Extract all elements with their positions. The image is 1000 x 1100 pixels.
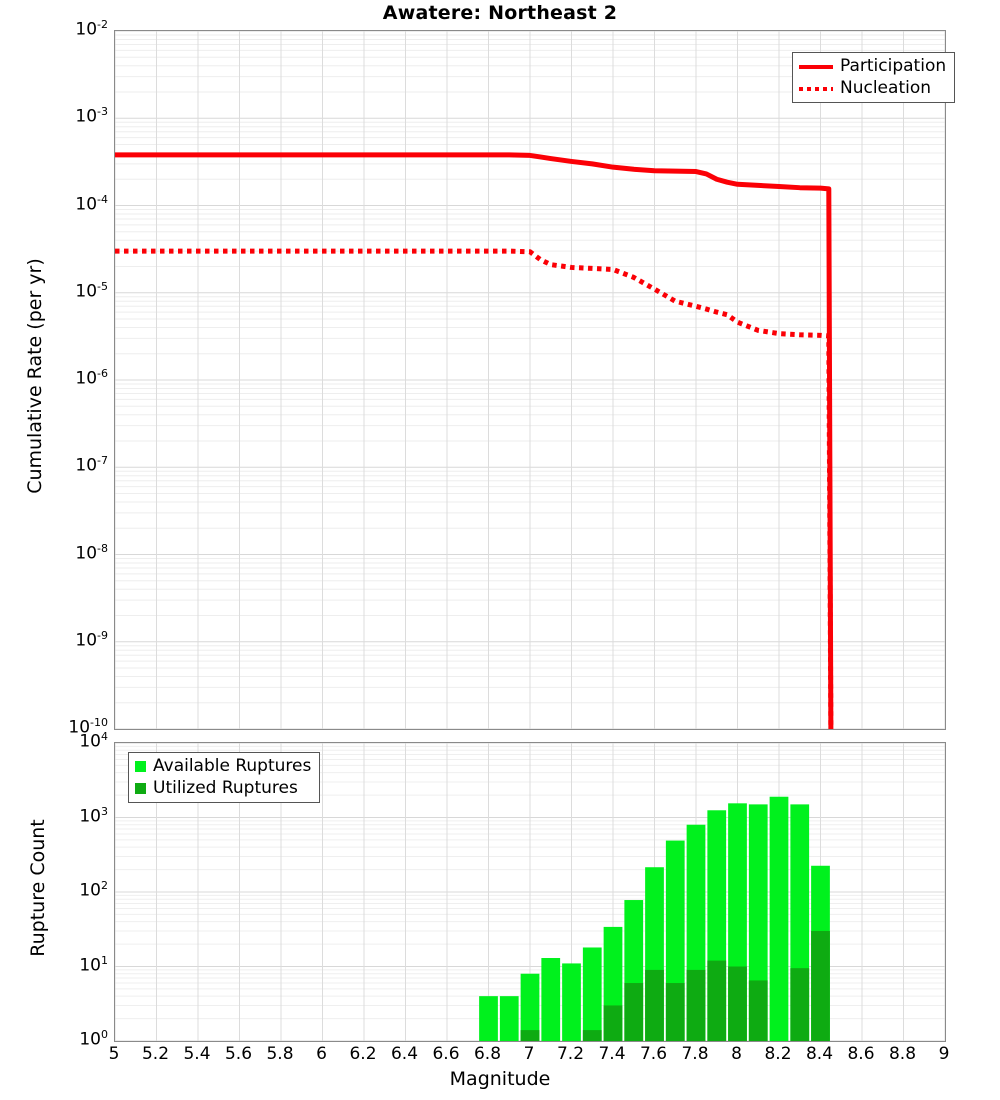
bottom-y-tick-exp-3: 1 <box>101 953 108 967</box>
bottom-y-tick-base-1: 10 <box>79 806 101 827</box>
bottom-y-tick-1: 103 <box>30 805 108 827</box>
x-tick-14: 7.8 <box>681 1044 709 1064</box>
x-axis-label: Magnitude <box>449 1068 551 1090</box>
top-y-tick-exp-7: -9 <box>97 628 108 642</box>
x-tick-12: 7.4 <box>598 1044 626 1064</box>
x-tick-16: 8.2 <box>764 1044 792 1064</box>
x-tick-3: 5.6 <box>224 1044 253 1064</box>
top-y-tick-8: 10-10 <box>30 716 108 738</box>
top-y-tick-exp-8: -10 <box>90 716 108 729</box>
bottom-y-tick-base-2: 10 <box>79 880 101 901</box>
top-y-tick-exp-1: -3 <box>97 105 108 119</box>
cumulative-rate-plot <box>114 30 946 730</box>
bottom-y-tick-3: 101 <box>30 954 108 976</box>
top-y-tick-6: 10-8 <box>30 542 108 564</box>
x-tick-17: 8.4 <box>805 1044 834 1064</box>
bottom-y-tick-base-0: 10 <box>79 731 101 752</box>
top-y-tick-exp-3: -5 <box>97 279 108 293</box>
available-ruptures-legend-label: Available Ruptures <box>153 756 312 776</box>
bottom-y-tick-exp-4: 0 <box>101 1028 108 1041</box>
top-y-tick-1: 10-3 <box>30 105 108 127</box>
nucleation-dotted-line-icon <box>799 86 833 91</box>
bottom-y-tick-2: 102 <box>30 879 108 901</box>
top-y-tick-base-3: 10 <box>75 281 98 302</box>
x-tick-20: 9 <box>938 1044 950 1064</box>
page-title: Awatere: Northeast 2 <box>382 2 618 24</box>
top-y-tick-exp-6: -8 <box>97 541 108 555</box>
x-tick-11: 7.2 <box>556 1044 585 1064</box>
rupture-count-svg <box>115 743 945 1041</box>
participation-line-icon <box>799 64 833 69</box>
participation-legend-label: Participation <box>840 56 947 76</box>
bottom-y-tick-4: 100 <box>30 1028 108 1050</box>
x-tick-13: 7.6 <box>639 1044 668 1064</box>
utilized-ruptures-legend-label: Utilized Ruptures <box>153 778 298 798</box>
top-y-tick-base-4: 10 <box>75 368 98 389</box>
nucleation-legend-label: Nucleation <box>840 78 932 98</box>
legend-item-participation: Participation <box>799 58 946 75</box>
x-tick-5: 6 <box>316 1044 327 1064</box>
x-tick-19: 8.8 <box>888 1044 917 1064</box>
top-y-tick-base-6: 10 <box>75 543 98 564</box>
x-tick-18: 8.6 <box>847 1044 875 1064</box>
legend-item-nucleation: Nucleation <box>799 80 946 97</box>
top-y-tick-base-2: 10 <box>75 194 98 215</box>
top-y-tick-7: 10-9 <box>30 629 108 651</box>
bottom-y-tick-exp-1: 3 <box>101 804 108 818</box>
top-y-tick-exp-2: -4 <box>97 192 108 206</box>
available-ruptures-swatch-icon <box>135 761 146 772</box>
x-tick-4: 5.8 <box>266 1044 294 1064</box>
top-y-tick-exp-0: -2 <box>97 18 108 31</box>
top-y-tick-base-1: 10 <box>75 106 98 127</box>
x-tick-9: 6.8 <box>473 1044 502 1064</box>
top-y-tick-base-8: 10 <box>68 717 91 738</box>
legend-item-utilized-ruptures: Utilized Ruptures <box>135 780 311 797</box>
x-tick-1: 5.2 <box>141 1044 170 1064</box>
top-y-tick-base-7: 10 <box>75 630 98 651</box>
legend-item-available-ruptures: Available Ruptures <box>135 758 311 775</box>
utilized-ruptures-swatch-icon <box>135 783 146 794</box>
top-y-tick-5: 10-7 <box>30 454 108 476</box>
x-tick-2: 5.4 <box>183 1044 211 1064</box>
top-y-tick-3: 10-5 <box>30 280 108 302</box>
top-y-tick-4: 10-6 <box>30 367 108 389</box>
bottom-y-tick-0: 104 <box>30 730 108 752</box>
bottom-y-tick-exp-0: 4 <box>101 730 108 743</box>
bottom-y-tick-base-3: 10 <box>79 955 101 976</box>
top-y-tick-base-0: 10 <box>75 19 98 40</box>
top-panel-legend: Participation Nucleation <box>792 52 956 103</box>
x-tick-8: 6.6 <box>432 1044 460 1064</box>
x-tick-10: 7 <box>523 1044 535 1064</box>
top-y-tick-2: 10-4 <box>30 193 108 215</box>
cumulative-rate-svg <box>115 31 945 729</box>
x-tick-6: 6.2 <box>349 1044 377 1064</box>
top-y-tick-exp-4: -6 <box>97 367 108 380</box>
bottom-y-tick-exp-2: 2 <box>101 879 108 892</box>
x-tick-7: 6.4 <box>390 1044 419 1064</box>
bottom-y-tick-base-4: 10 <box>79 1029 101 1050</box>
top-y-tick-base-5: 10 <box>75 455 98 476</box>
top-y-tick-exp-5: -7 <box>97 454 108 468</box>
x-tick-15: 8 <box>731 1044 742 1064</box>
x-tick-0: 5 <box>108 1044 120 1064</box>
bottom-panel-legend: Available Ruptures Utilized Ruptures <box>128 752 321 803</box>
top-y-tick-0: 10-2 <box>30 18 108 40</box>
